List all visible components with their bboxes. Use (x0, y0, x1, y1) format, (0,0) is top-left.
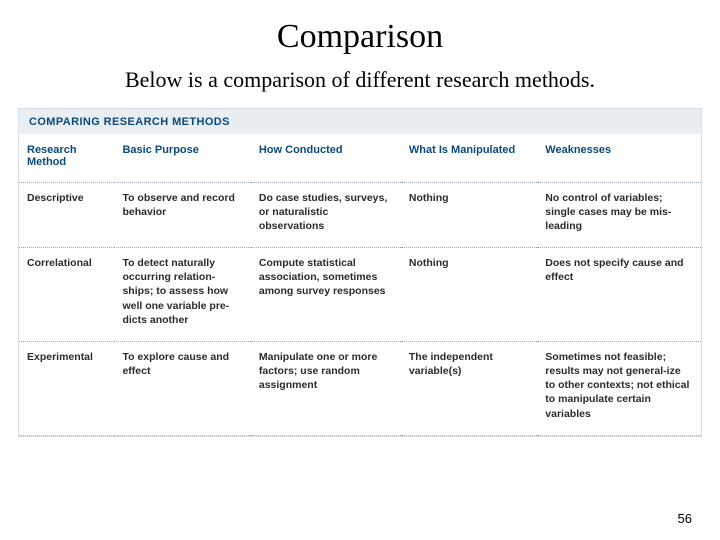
col-header-method: Research Method (19, 134, 114, 183)
comparison-table: Research Method Basic Purpose How Conduc… (19, 134, 701, 436)
col-header-manipulated: What Is Manipulated (401, 134, 537, 183)
cell-conducted: Do case studies, surveys, or naturalisti… (251, 182, 401, 248)
page-number: 56 (678, 511, 692, 526)
table-row: Experimental To explore cause and effect… (19, 341, 701, 435)
col-header-weaknesses: Weaknesses (537, 134, 701, 183)
cell-manipulated: Nothing (401, 248, 537, 342)
comparison-table-container: COMPARING RESEARCH METHODS Research Meth… (18, 108, 702, 437)
cell-conducted: Compute statistical association, sometim… (251, 248, 401, 342)
col-header-conducted: How Conducted (251, 134, 401, 183)
cell-manipulated: The independent variable(s) (401, 341, 537, 435)
cell-manipulated: Nothing (401, 182, 537, 248)
table-header-row: Research Method Basic Purpose How Conduc… (19, 134, 701, 183)
slide-title: Comparison (0, 0, 720, 56)
table-banner: COMPARING RESEARCH METHODS (19, 109, 701, 134)
cell-weaknesses: Does not specify cause and effect (537, 248, 701, 342)
cell-weaknesses: No control of variables; single cases ma… (537, 182, 701, 248)
col-header-purpose: Basic Purpose (114, 134, 250, 183)
cell-method: Experimental (19, 341, 114, 435)
cell-purpose: To detect naturally occurring relation-s… (114, 248, 250, 342)
cell-conducted: Manipulate one or more factors; use rand… (251, 341, 401, 435)
cell-method: Descriptive (19, 182, 114, 248)
cell-weaknesses: Sometimes not feasible; results may not … (537, 341, 701, 435)
table-row: Correlational To detect naturally occurr… (19, 248, 701, 342)
slide-subtitle: Below is a comparison of different resea… (0, 56, 720, 108)
table-row: Descriptive To observe and record behavi… (19, 182, 701, 248)
cell-purpose: To observe and record behavior (114, 182, 250, 248)
cell-method: Correlational (19, 248, 114, 342)
cell-purpose: To explore cause and effect (114, 341, 250, 435)
